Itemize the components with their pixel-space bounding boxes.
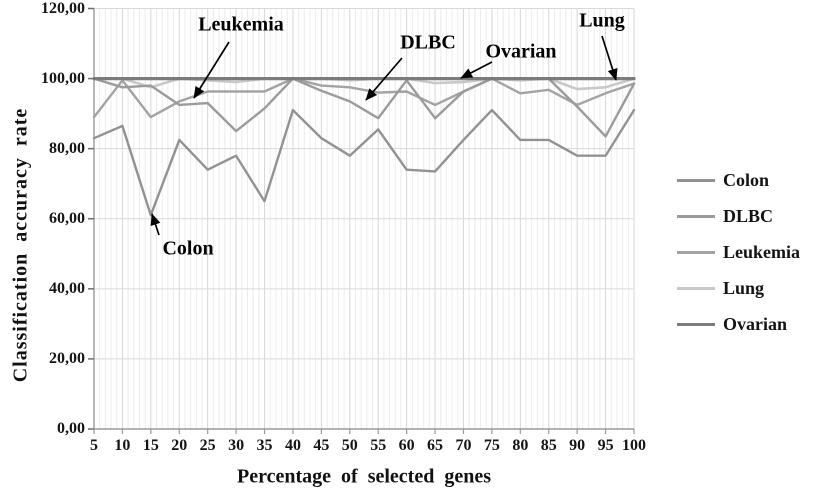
annotation-arrow-ovarian [460, 61, 493, 79]
x-tick-label: 80 [512, 437, 529, 454]
annotation-label-dlbc: DLBC [400, 31, 456, 54]
annotation-label-colon: Colon [162, 237, 214, 260]
x-tick-label: 100 [622, 437, 646, 454]
y-tick-label: 60,00 [49, 209, 85, 227]
x-tick-label: 25 [199, 437, 216, 454]
x-tick-label: 65 [427, 437, 444, 454]
legend-label: Leukemia [723, 242, 801, 262]
x-tick-label: 20 [171, 437, 188, 454]
annotation-label-ovarian: Ovarian [485, 40, 557, 63]
x-tick-label: 95 [597, 437, 614, 454]
legend-item-dlbc: DLBC [677, 205, 773, 227]
y-tick-label: 80,00 [49, 139, 85, 157]
legend-item-lung: Lung [677, 277, 764, 299]
y-tick-label: 100,00 [41, 69, 85, 87]
x-tick-label: 55 [370, 437, 387, 454]
annotation-arrow-lung [601, 35, 618, 81]
series-line-colon [92, 108, 636, 217]
legend-swatch-lung [677, 286, 715, 290]
x-tick-label: 60 [398, 437, 415, 454]
x-tick-label: 45 [313, 437, 330, 454]
x-tick-label: 5 [90, 437, 98, 454]
data-series [92, 76, 636, 217]
x-tick-label: 35 [256, 437, 273, 454]
legend-swatch-dlbc [677, 214, 715, 218]
legend-swatch-colon [677, 178, 715, 182]
y-tick-label: 120,00 [41, 0, 85, 17]
legend-item-leukemia: Leukemia [677, 241, 800, 263]
x-tick-label: 15 [142, 437, 159, 454]
annotation-arrows [150, 35, 618, 236]
y-tick-label: 0,00 [57, 420, 85, 437]
series-line-dlbc [92, 77, 636, 138]
annotation-arrow-leukemia [193, 41, 230, 99]
annotation-arrow-colon [150, 213, 161, 236]
gridlines [93, 8, 635, 429]
annotation-label-lung: Lung [579, 9, 625, 32]
legend-label: Ovarian [723, 314, 788, 334]
x-tick-label: 70 [455, 437, 472, 454]
y-tick-label: 40,00 [49, 279, 85, 297]
y-tick-label: 20,00 [49, 349, 85, 367]
annotation-label-leukemia: Leukemia [198, 13, 284, 36]
legend-swatch-ovarian [677, 322, 715, 326]
legend-label: Colon [723, 170, 770, 190]
legend-item-ovarian: Ovarian [677, 313, 787, 335]
series-line-leukemia [92, 77, 636, 119]
x-tick-label: 50 [341, 437, 358, 454]
legend-label: Lung [723, 278, 765, 298]
x-tick-label: 90 [569, 437, 586, 454]
x-tick-label: 30 [228, 437, 245, 454]
legend-item-colon: Colon [677, 169, 769, 191]
x-tick-label: 10 [114, 437, 131, 454]
x-axis-title: Percentage of selected genes [237, 465, 491, 488]
x-tick-label: 85 [540, 437, 557, 454]
legend-swatch-leukemia [677, 250, 715, 254]
x-tick-label: 40 [284, 437, 301, 454]
legend-label: DLBC [723, 206, 774, 226]
x-tick-label: 75 [483, 437, 500, 454]
annotation-arrow-dlbc [365, 57, 403, 101]
